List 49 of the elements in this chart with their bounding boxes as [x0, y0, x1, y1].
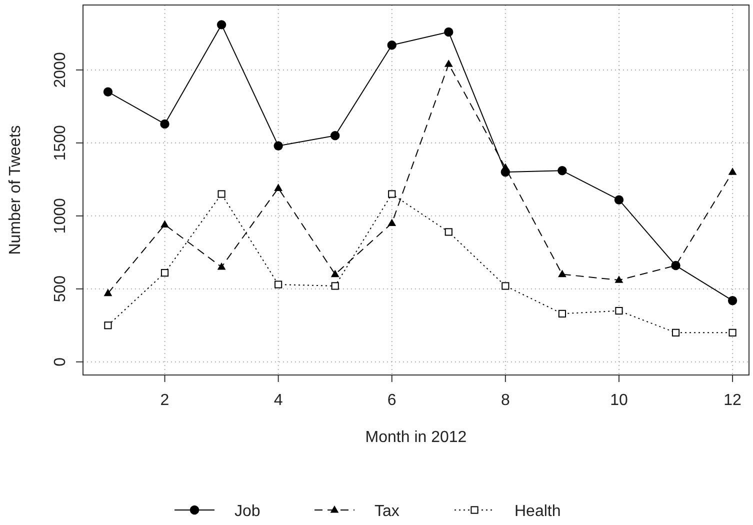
point	[728, 296, 738, 306]
x-tick-label: 12	[724, 392, 742, 409]
point	[388, 218, 396, 226]
point	[672, 328, 680, 336]
point	[103, 87, 113, 96]
x-tick-label: 2	[160, 392, 170, 409]
point	[388, 190, 396, 198]
point	[330, 131, 340, 140]
x-tick-label: 8	[500, 392, 510, 409]
x-tick-label: 10	[610, 392, 628, 409]
point	[501, 163, 510, 171]
point	[387, 40, 396, 50]
y-tick-label: 1000	[52, 198, 69, 234]
point	[558, 270, 566, 278]
legend-label: Tax	[374, 503, 400, 520]
point	[216, 20, 226, 30]
point	[274, 184, 283, 191]
point	[615, 306, 623, 315]
point	[274, 280, 282, 288]
point	[444, 60, 453, 67]
point	[614, 276, 624, 283]
point	[614, 195, 624, 204]
point	[160, 269, 169, 277]
point	[217, 262, 226, 270]
point	[558, 166, 567, 176]
point	[331, 282, 339, 290]
y-tick-label: 2000	[52, 52, 69, 88]
y-tick-label: 1500	[52, 125, 69, 161]
point	[218, 190, 226, 198]
point	[104, 322, 112, 330]
point	[444, 228, 452, 236]
point	[104, 288, 112, 296]
legend-label: Health	[514, 503, 561, 520]
x-axis-title: Month in 2012	[365, 429, 467, 446]
point	[502, 282, 510, 290]
point	[160, 119, 170, 129]
point	[330, 270, 340, 278]
x-tick-label: 4	[274, 392, 283, 409]
point	[444, 27, 454, 37]
point	[274, 141, 283, 150]
point	[728, 168, 737, 175]
point	[558, 310, 566, 318]
x-tick-label: 6	[387, 392, 396, 409]
legend-label: Job	[234, 503, 260, 520]
y-axis-title: Number of Tweets	[7, 125, 24, 255]
y-tick-label: 500	[52, 275, 69, 302]
point	[160, 220, 169, 228]
point	[728, 328, 736, 336]
y-tick-label: 0	[52, 357, 69, 366]
